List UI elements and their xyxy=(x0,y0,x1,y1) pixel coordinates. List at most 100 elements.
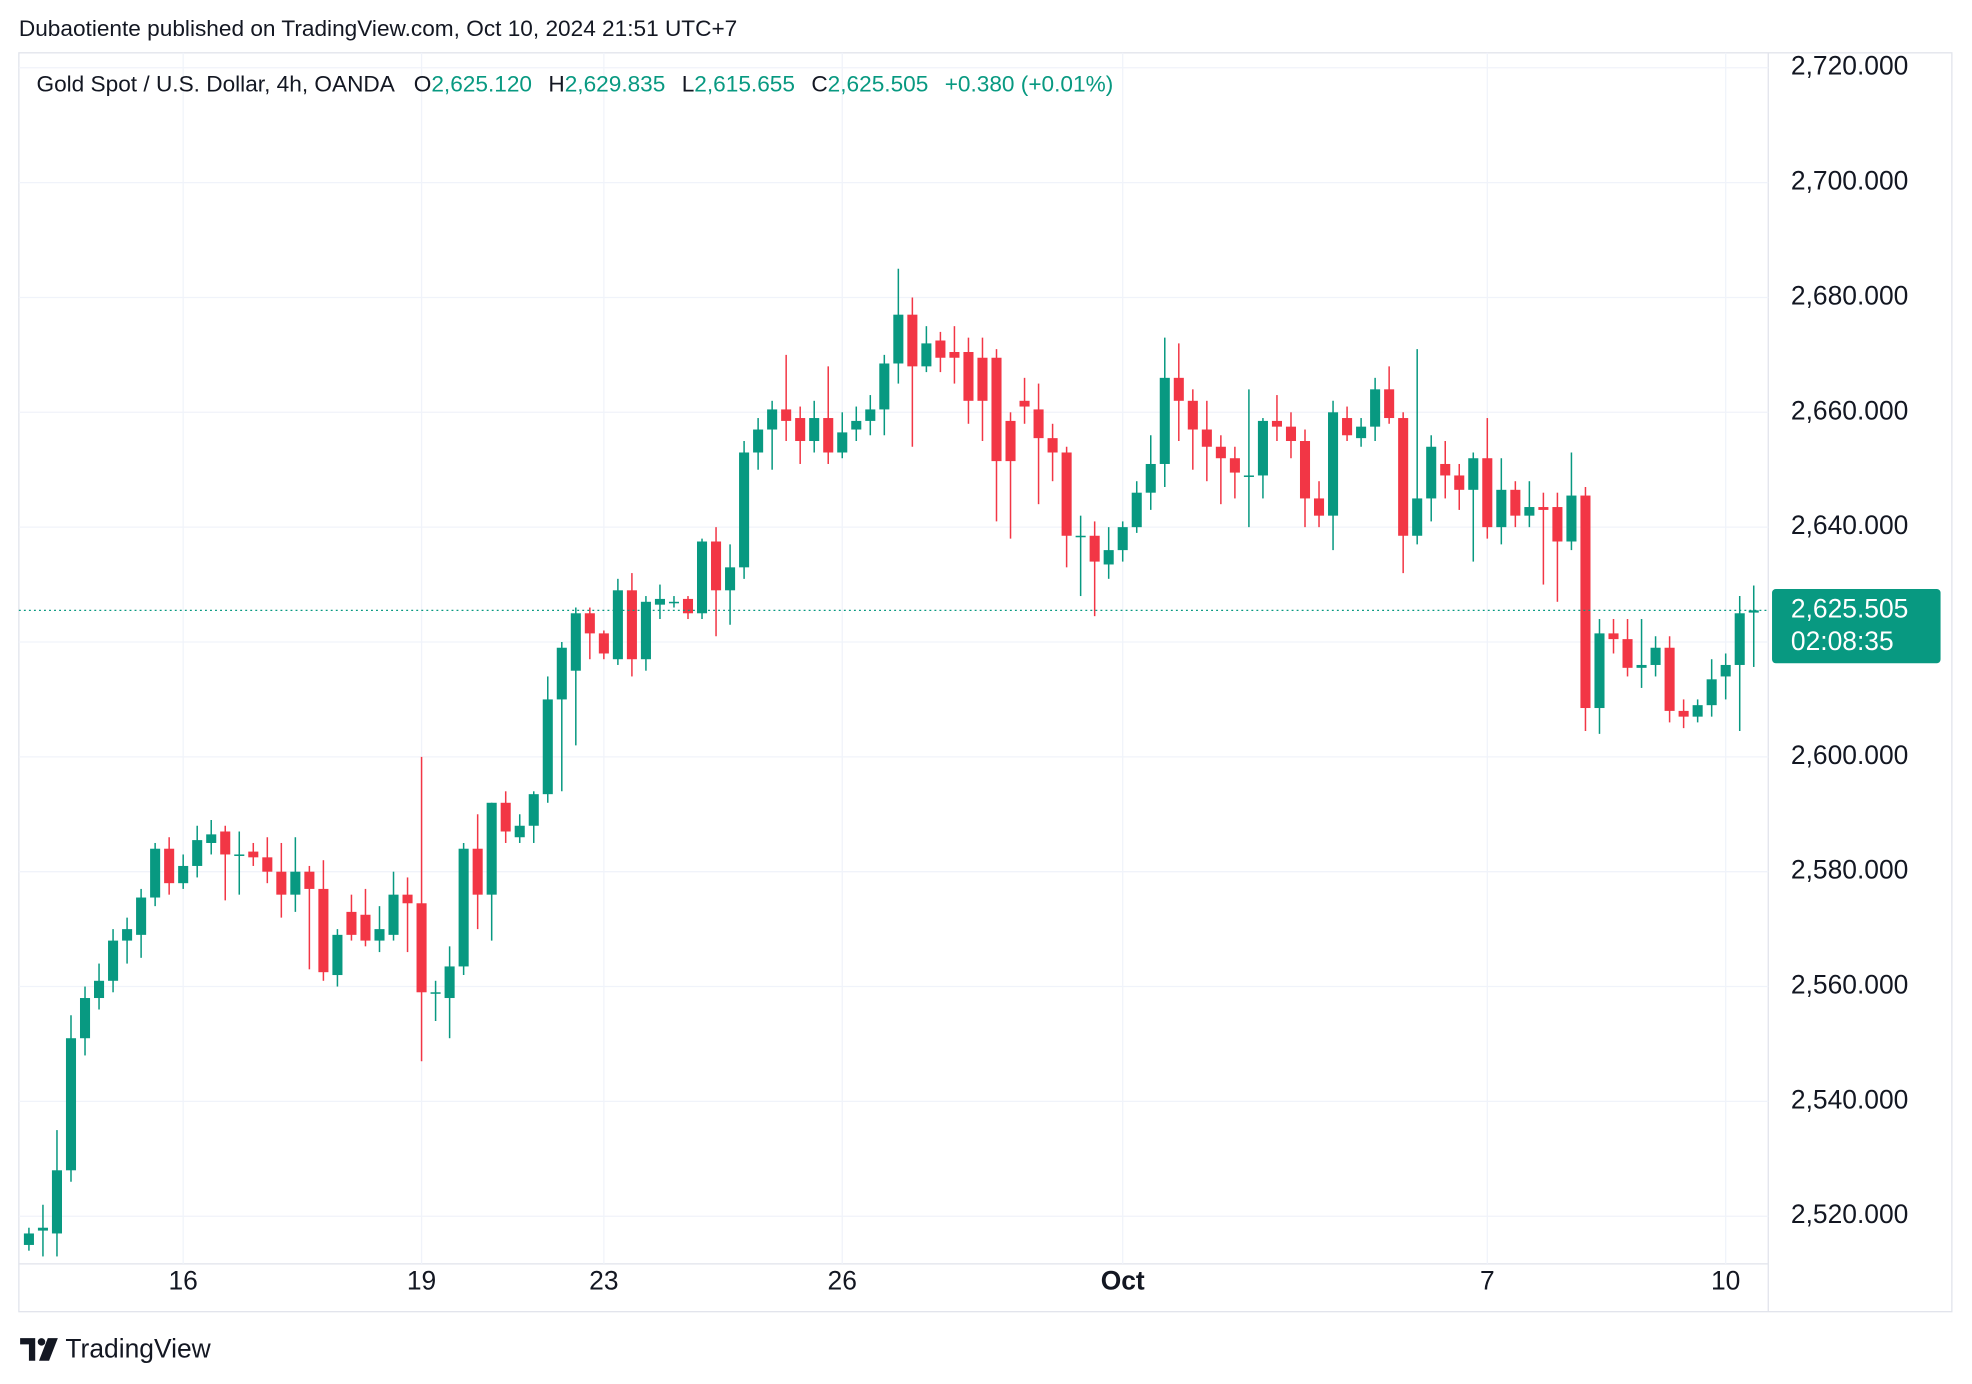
candle-body xyxy=(711,541,722,591)
candle-body xyxy=(444,966,455,999)
candle-body xyxy=(1215,446,1226,459)
price-tag-label: 2,625.505 xyxy=(1791,593,1908,623)
candle-body xyxy=(1538,507,1549,510)
candle-body xyxy=(1608,633,1619,640)
candle-body xyxy=(865,409,876,421)
candle-body xyxy=(1412,498,1423,536)
candle-body xyxy=(528,794,539,826)
candle-body xyxy=(851,420,862,430)
candle-body xyxy=(234,854,245,856)
candle-body xyxy=(1510,489,1521,516)
candle-body xyxy=(1257,420,1268,476)
candle-body xyxy=(781,409,792,421)
grid xyxy=(18,52,1769,1264)
legend-value: 2,625.505 xyxy=(828,72,929,97)
x-tick-label: 23 xyxy=(589,1266,618,1296)
candle-body xyxy=(879,363,890,410)
candle-body xyxy=(402,894,413,904)
x-tick-label: 19 xyxy=(407,1266,436,1296)
candle-body xyxy=(1145,463,1156,493)
candle-body xyxy=(570,613,581,671)
legend-value: 2,629.835 xyxy=(565,72,666,97)
candle-body xyxy=(1664,647,1675,711)
candle-body xyxy=(542,699,553,795)
candle-body xyxy=(79,998,91,1039)
candle-body xyxy=(1201,429,1212,447)
candle-body xyxy=(23,1233,34,1245)
candle-body xyxy=(1271,420,1282,427)
candle-body xyxy=(809,418,820,442)
legend-key: H xyxy=(548,72,564,97)
brand-logo xyxy=(38,1338,58,1361)
x-tick-label: 7 xyxy=(1480,1266,1495,1296)
y-tick-label: 2,560.000 xyxy=(1791,970,1908,1000)
candle-body xyxy=(1117,527,1128,551)
candle-body xyxy=(262,857,273,872)
candle-body xyxy=(837,432,848,453)
candle-body xyxy=(1454,475,1465,490)
candle-body xyxy=(1103,550,1114,565)
candle-body xyxy=(1047,438,1058,453)
legend-key: C xyxy=(811,72,827,97)
candle-body xyxy=(654,598,665,605)
candle-body xyxy=(1019,400,1030,407)
candle-body xyxy=(206,834,217,843)
candle-body xyxy=(1299,441,1311,499)
candle-body xyxy=(668,601,680,604)
legend-value: 2,615.655 xyxy=(694,72,795,97)
candle-body xyxy=(598,633,609,654)
candle-body xyxy=(907,314,918,367)
y-tick-label: 2,680.000 xyxy=(1791,280,1908,310)
candle-body xyxy=(346,911,357,935)
candle-body xyxy=(1748,610,1759,613)
candle-body xyxy=(795,418,806,442)
candle-body xyxy=(1440,463,1451,476)
candle-body xyxy=(1580,495,1591,709)
brand-logo xyxy=(20,1338,36,1361)
candle-body xyxy=(332,934,343,976)
candle-body xyxy=(108,940,119,981)
candle-body xyxy=(991,357,1002,462)
candle-body xyxy=(374,929,385,941)
candle-body xyxy=(1187,400,1198,430)
legend-key: L xyxy=(682,72,695,97)
candle-body xyxy=(725,567,736,591)
candle-body xyxy=(823,418,834,453)
legend-title: Gold Spot / U.S. Dollar, 4h, OANDA xyxy=(36,72,395,97)
candle-body xyxy=(192,840,203,866)
y-tick-label: 2,540.000 xyxy=(1791,1084,1908,1114)
candle-body xyxy=(921,343,932,367)
brand-logo xyxy=(37,1338,46,1346)
candle-body xyxy=(388,894,399,935)
y-tick-label: 2,640.000 xyxy=(1791,510,1908,540)
candle-body xyxy=(1622,639,1633,668)
candle-body xyxy=(1426,446,1437,499)
candle-body xyxy=(486,802,497,895)
candle-body xyxy=(276,871,287,895)
candle-body xyxy=(304,871,315,889)
candle-body xyxy=(640,601,651,660)
candle-body xyxy=(37,1227,48,1231)
candle-body xyxy=(1285,426,1297,442)
y-tick-label: 2,700.000 xyxy=(1791,166,1908,196)
candle-body xyxy=(1370,389,1381,427)
candle-body xyxy=(935,340,946,358)
candle-body xyxy=(963,352,974,401)
candle-body xyxy=(1173,377,1184,401)
legend-value: 2,625.120 xyxy=(431,72,532,97)
candle-body xyxy=(248,851,259,858)
y-tick-label: 2,600.000 xyxy=(1791,740,1908,770)
candle-body xyxy=(1496,489,1507,528)
candle-body xyxy=(1356,426,1367,439)
candle-body xyxy=(612,590,623,660)
candle-body xyxy=(1706,679,1717,706)
candle-body xyxy=(1468,458,1479,490)
brand-name: TradingView xyxy=(65,1334,211,1364)
candle-body xyxy=(164,848,175,884)
y-tick-label: 2,720.000 xyxy=(1791,51,1908,81)
candle-body xyxy=(416,903,427,993)
candle-body xyxy=(1524,507,1535,516)
candle-body xyxy=(1650,647,1661,665)
